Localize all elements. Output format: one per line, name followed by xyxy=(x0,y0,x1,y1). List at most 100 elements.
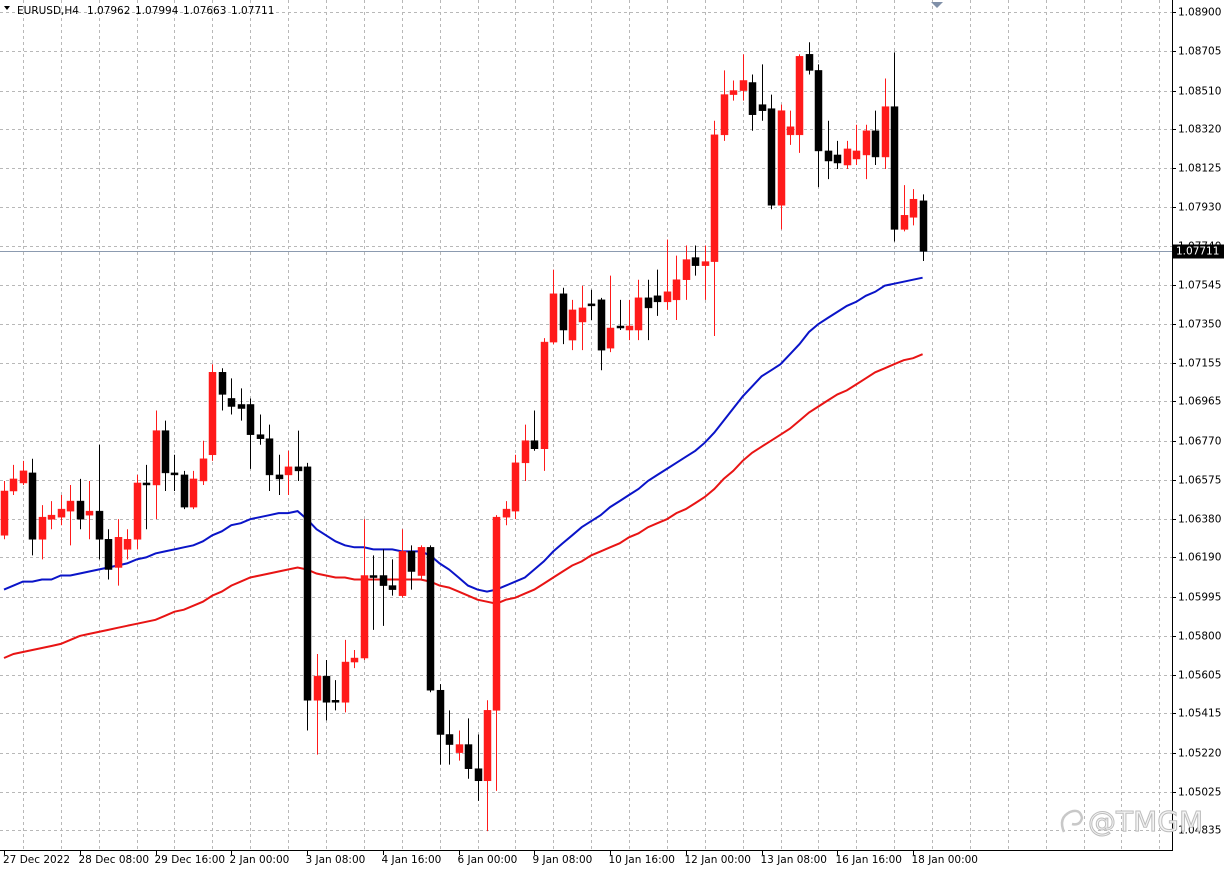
candle-body xyxy=(66,500,75,512)
candle-body xyxy=(739,80,748,91)
candle-body xyxy=(606,327,615,349)
y-tick-label: 1.08320 xyxy=(1178,124,1221,136)
candle-body xyxy=(199,458,208,482)
y-tick-label: 1.08510 xyxy=(1178,86,1221,98)
candle-body xyxy=(748,82,757,115)
candle-body xyxy=(246,404,255,435)
candle-body xyxy=(653,295,662,303)
candle-body xyxy=(919,200,928,252)
candle-body xyxy=(114,537,123,568)
y-tick-label: 1.07350 xyxy=(1178,319,1221,331)
candle-body xyxy=(729,90,738,95)
candle-body xyxy=(265,438,274,476)
x-tick-label: 6 Jan 00:00 xyxy=(458,854,518,866)
x-tick-label: 9 Jan 08:00 xyxy=(533,854,593,866)
candle-body xyxy=(455,744,464,753)
y-tick-label: 1.06380 xyxy=(1178,514,1221,526)
x-tick-label: 4 Jan 16:00 xyxy=(382,854,442,866)
candle-body xyxy=(189,478,198,508)
candle-body xyxy=(777,110,786,206)
candle-body xyxy=(786,126,795,136)
x-tick-label: 3 Jan 08:00 xyxy=(306,854,366,866)
y-tick-label: 1.07155 xyxy=(1178,358,1221,370)
y-tick-label: 1.04835 xyxy=(1178,825,1221,837)
candle-body xyxy=(530,440,539,449)
candle-body xyxy=(672,279,681,301)
watermark: @TMGM xyxy=(1060,805,1204,839)
y-tick-label: 1.05415 xyxy=(1178,708,1221,720)
candle-body xyxy=(208,372,217,456)
candle-body xyxy=(795,56,804,136)
candle-body xyxy=(331,700,340,703)
watermark-text: @TMGM xyxy=(1088,805,1203,838)
candle-body xyxy=(663,291,672,303)
candle-body xyxy=(691,257,700,266)
candle-body xyxy=(881,106,890,158)
x-tick-label: 18 Jan 00:00 xyxy=(912,854,978,866)
x-tick-label: 12 Jan 00:00 xyxy=(685,854,751,866)
candle-body xyxy=(492,516,501,711)
candle-body xyxy=(701,261,710,266)
candle-body xyxy=(284,466,293,476)
header-close: 1.07711 xyxy=(231,5,274,17)
candle-body xyxy=(303,466,312,701)
menu-triangle[interactable] xyxy=(4,6,10,10)
y-tick-label: 1.07545 xyxy=(1178,280,1221,292)
candle-body xyxy=(85,510,94,516)
axis-layer: 1.08900 1.08705 1.08510 1.08320 1.08125 1.079… xyxy=(3,7,1224,866)
candle-body xyxy=(407,551,416,572)
moving-average-line xyxy=(3,353,923,659)
last-price-label: 1.07711 xyxy=(1176,246,1219,258)
x-tick-label: 16 Jan 16:00 xyxy=(836,854,902,866)
candle-body xyxy=(644,297,653,309)
shift-marker xyxy=(931,2,943,8)
candle-body xyxy=(464,744,473,769)
candle-body xyxy=(133,482,142,540)
candle-body xyxy=(294,466,303,472)
x-tick-label: 29 Dec 16:00 xyxy=(155,854,226,866)
candle-body xyxy=(170,472,179,476)
y-tick-label: 1.05800 xyxy=(1178,631,1221,643)
candle-body xyxy=(104,539,113,570)
x-tick-label: 13 Jan 08:00 xyxy=(761,854,827,866)
y-tick-label: 1.06770 xyxy=(1178,436,1221,448)
moving-average-line xyxy=(3,276,923,593)
candle-body xyxy=(360,575,369,659)
candle-body xyxy=(549,293,558,343)
candle-body xyxy=(313,675,322,701)
x-tick-label: 28 Dec 08:00 xyxy=(79,854,150,866)
candle-body xyxy=(616,325,625,329)
candle-body xyxy=(483,710,492,782)
y-tick-label: 1.06965 xyxy=(1178,396,1221,408)
candle-body xyxy=(123,539,132,550)
candle-body xyxy=(398,551,407,596)
candle-body xyxy=(436,689,445,735)
candle-body xyxy=(474,768,483,782)
x-tick-label: 27 Dec 2022 xyxy=(3,854,70,866)
candle-body xyxy=(218,372,227,395)
candle-body xyxy=(862,130,871,156)
candle-body xyxy=(19,470,28,484)
candle-body xyxy=(445,734,454,745)
candle-body xyxy=(9,478,18,492)
candle-body xyxy=(634,297,643,331)
candle-body xyxy=(369,575,378,578)
candle-body xyxy=(814,70,823,152)
candle-body xyxy=(871,130,880,158)
candle-body xyxy=(417,547,426,576)
header-low: 1.07663 xyxy=(183,5,226,17)
y-tick-label: 1.06190 xyxy=(1178,552,1221,564)
y-tick-label: 1.08705 xyxy=(1178,46,1221,58)
candle-body xyxy=(511,462,520,512)
candle-body xyxy=(597,299,606,351)
candle-body xyxy=(767,108,776,206)
candle-body xyxy=(256,434,265,439)
candle-body xyxy=(38,516,47,540)
candle-body xyxy=(76,500,85,520)
candle-body xyxy=(95,510,104,540)
candle-body xyxy=(758,104,767,111)
candle-body xyxy=(0,490,9,536)
symbol-title: EURUSD,H4 xyxy=(17,5,79,17)
